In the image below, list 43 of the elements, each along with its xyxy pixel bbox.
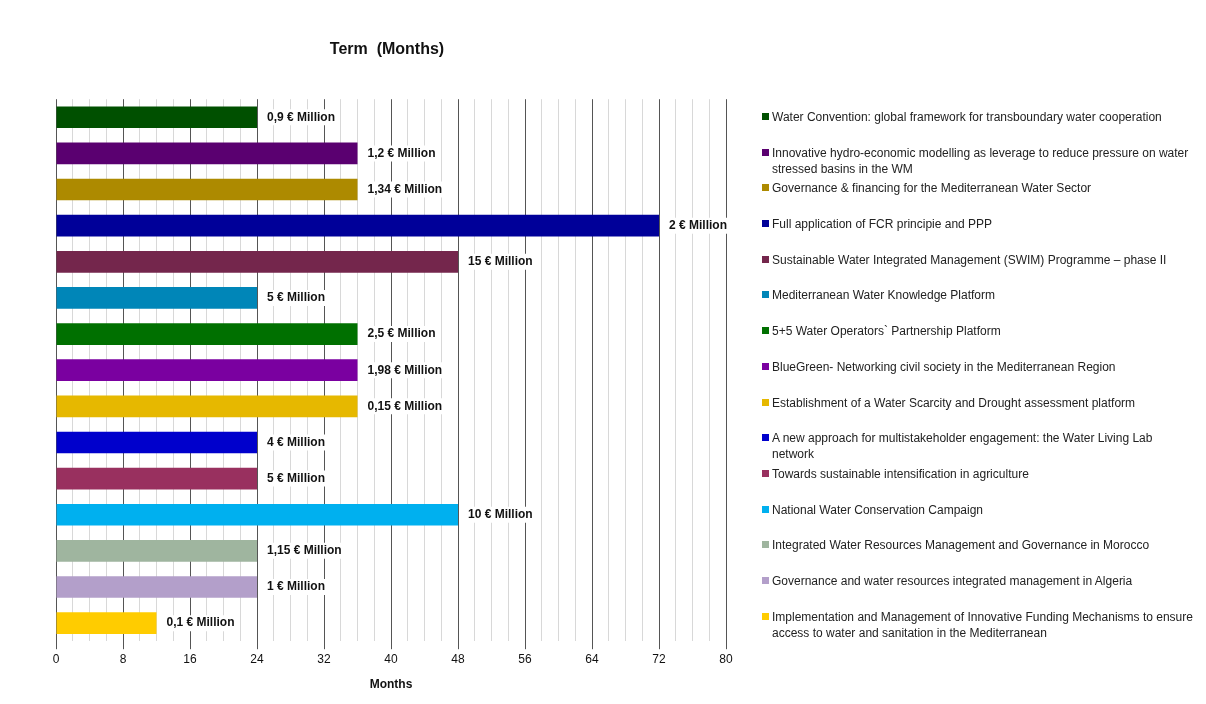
x-tick-label: 48 <box>451 651 465 666</box>
legend-label: Governance and water resources integrated management in Algeria <box>772 572 1133 589</box>
annotation: 1,98 € Million <box>367 362 443 377</box>
annotation: 0,9 € Million <box>267 109 336 124</box>
x-tick-label: 80 <box>719 651 733 666</box>
legend-label: Innovative hydro-economic modelling as leverage to reduce pressure on water stressed basins in the WM <box>772 144 1190 177</box>
x-axis-title: Months <box>369 677 413 692</box>
annotation: 4 € Million <box>267 434 326 449</box>
chart-title: Term (Months) <box>329 40 445 58</box>
x-tick-label: 24 <box>250 651 264 666</box>
annotation: 0,1 € Million <box>166 615 235 630</box>
annotation: 1 € Million <box>267 579 326 594</box>
legend-label: National Water Conservation Campaign <box>772 501 983 518</box>
annotation: 5 € Million <box>267 290 326 305</box>
annotation: 1,34 € Million <box>367 181 443 196</box>
legend-label: A new approach for multistakeholder engagement: the Water Living Lab network <box>772 430 1154 463</box>
legend-label: Sustainable Water Integrated Management (SWIM) Programme – phase II <box>772 251 1167 268</box>
x-tick-label: 72 <box>652 651 666 666</box>
legend-label: BlueGreen- Networking civil society in the Mediterranean Region <box>772 358 1116 375</box>
legend-label: Mediterranean Water Knowledge Platform <box>772 287 995 304</box>
legend-label: Integrated Water Resources Management and Governance in Morocco <box>772 537 1150 554</box>
annotation: 1,2 € Million <box>367 145 436 160</box>
annotation: 2,5 € Million <box>367 326 436 341</box>
x-tick-label: 16 <box>183 651 197 666</box>
x-tick-label: 56 <box>518 651 532 666</box>
legend-label: Implementation and Management of Innovative Funding Mechanisms to ensure access to water and sanitation in the Mediterranean <box>772 608 1194 641</box>
legend-label: Towards sustainable intensification in agriculture <box>772 465 1029 482</box>
legend-label: 5+5 Water Operators` Partnership Platform <box>772 323 1001 340</box>
legend-label: Water Convention: global framework for transboundary water cooperation <box>772 109 1162 125</box>
legend-label: Establishment of a Water Scarcity and Drought assessment platform <box>772 394 1136 411</box>
annotation: 1,15 € Million <box>267 543 342 558</box>
annotation: 0,15 € Million <box>367 398 443 413</box>
x-tick-label: 40 <box>384 651 398 666</box>
legend-label: Governance & financing for the Mediterranean Water Sector <box>772 180 1092 197</box>
x-tick-label: 32 <box>317 651 331 666</box>
annotation: 10 € Million <box>468 507 533 522</box>
x-tick-label: 64 <box>585 651 599 666</box>
annotation: 15 € Million <box>468 254 533 269</box>
annotation: 5 € Million <box>267 470 326 485</box>
legend-label: Full application of FCR principie and PPP <box>772 216 993 233</box>
annotation: 2 € Million <box>669 217 728 232</box>
x-tick-label: 0 <box>52 651 60 666</box>
x-tick-label: 8 <box>119 651 127 666</box>
